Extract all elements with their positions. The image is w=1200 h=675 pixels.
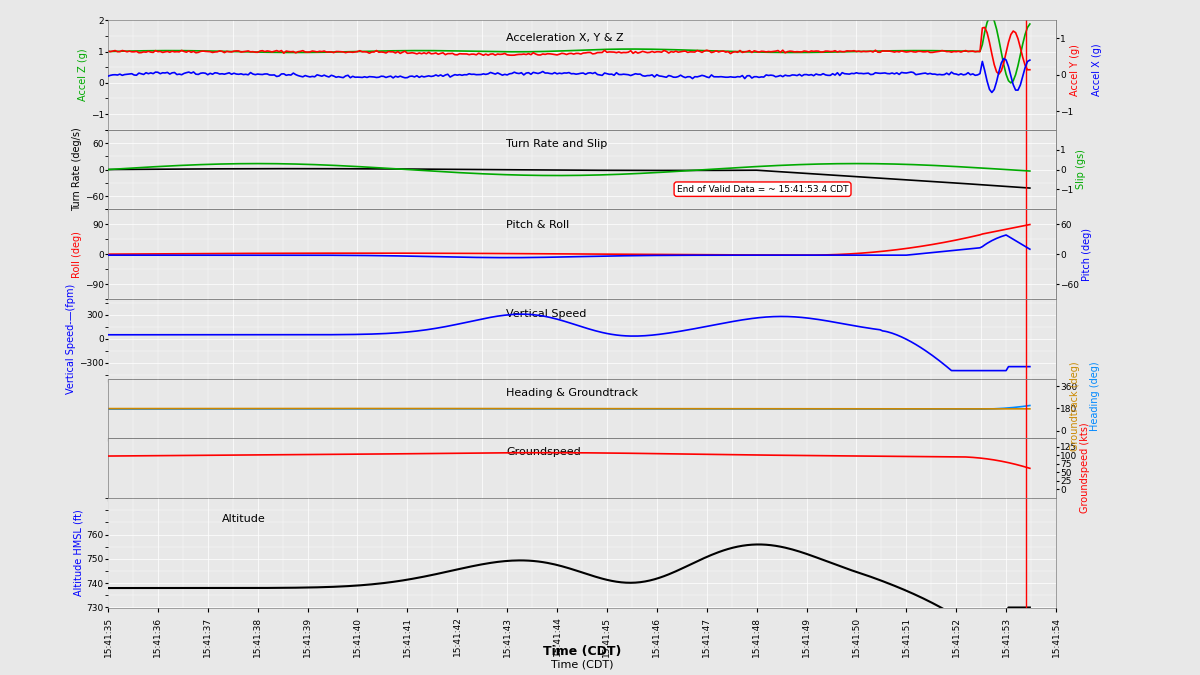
Text: Pitch & Roll: Pitch & Roll <box>506 220 570 230</box>
Text: Groundspeed: Groundspeed <box>506 448 581 457</box>
Text: Time (CDT): Time (CDT) <box>542 645 622 658</box>
Text: Vertical Speed: Vertical Speed <box>506 308 587 319</box>
Text: Acceleration X, Y & Z: Acceleration X, Y & Z <box>506 33 624 43</box>
Y-axis label: Vertical Speed-—(fpm): Vertical Speed-—(fpm) <box>66 284 77 394</box>
Y-axis label: Groundspeed (kts): Groundspeed (kts) <box>1080 423 1090 514</box>
Y-axis label: Pitch (deg): Pitch (deg) <box>1082 227 1092 281</box>
Text: Heading & Groundtrack: Heading & Groundtrack <box>506 387 638 398</box>
Text: Turn Rate and Slip: Turn Rate and Slip <box>506 139 607 149</box>
Y-axis label: Slip (gs): Slip (gs) <box>1076 150 1086 190</box>
Text: Accel X (g): Accel X (g) <box>1092 44 1102 97</box>
Y-axis label: Roll (deg): Roll (deg) <box>72 231 82 277</box>
Y-axis label: Accel Z (g): Accel Z (g) <box>78 49 88 101</box>
Text: Accel Y (g): Accel Y (g) <box>1070 44 1080 96</box>
Text: End of Valid Data = ~ 15:41:53.4 CDT: End of Valid Data = ~ 15:41:53.4 CDT <box>677 185 848 194</box>
Text: Heading (deg): Heading (deg) <box>1090 361 1099 431</box>
X-axis label: Time (CDT): Time (CDT) <box>551 659 613 670</box>
Y-axis label: Altitude HMSL (ft): Altitude HMSL (ft) <box>74 510 84 596</box>
Text: Groundtrack (deg): Groundtrack (deg) <box>1070 361 1080 451</box>
Text: Altitude: Altitude <box>222 514 265 524</box>
Y-axis label: Turn Rate (deg/s): Turn Rate (deg/s) <box>72 128 82 211</box>
